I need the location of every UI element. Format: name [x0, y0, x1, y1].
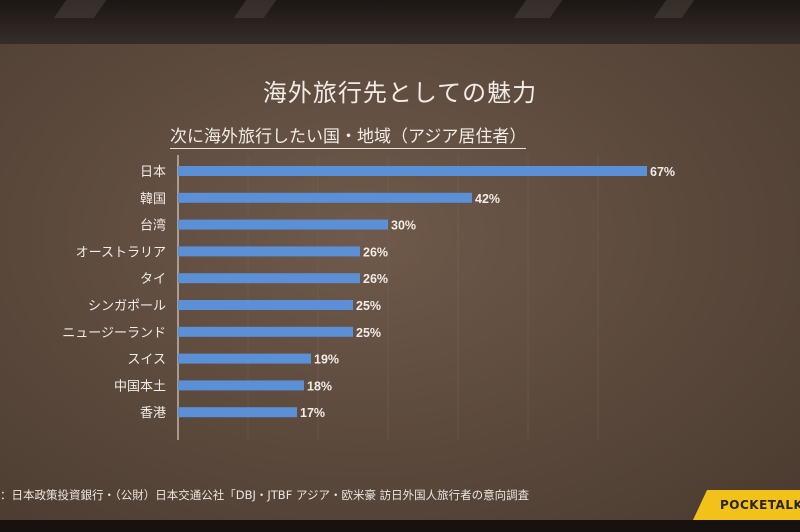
bar	[178, 246, 360, 257]
value-label: 26%	[363, 245, 388, 259]
category-label: オーストラリア	[76, 245, 166, 260]
bar	[178, 273, 360, 284]
value-label: 26%	[363, 272, 388, 286]
value-label: 42%	[475, 192, 500, 206]
value-label: 17%	[300, 406, 325, 420]
value-label: 25%	[356, 326, 381, 340]
bottom-bar	[0, 520, 800, 532]
projection-screen	[0, 44, 800, 524]
bar	[178, 407, 297, 418]
value-label: 18%	[307, 379, 332, 393]
category-label: 香港	[140, 406, 166, 421]
category-label: 日本	[140, 165, 166, 180]
source-note: ：日本政策投資銀行・（公財）日本交通公社「DBJ・JTBF アジア・欧米豪 訪日…	[0, 488, 530, 502]
value-label: 25%	[356, 299, 381, 313]
bar	[178, 353, 311, 364]
bar	[178, 380, 304, 391]
value-label: 19%	[314, 353, 339, 367]
bar	[178, 219, 388, 230]
bar	[178, 300, 353, 310]
category-label: タイ	[140, 272, 166, 287]
value-label: 30%	[391, 219, 416, 233]
bar	[178, 166, 647, 176]
value-label: 67%	[650, 165, 675, 179]
category-label: シンガポール	[88, 299, 166, 314]
bar	[178, 326, 353, 337]
chart-title: 次に海外旅行したい国・地域（アジア居住者）	[170, 122, 527, 149]
category-label: 韓国	[140, 192, 166, 207]
brand-logo: POCKETALK	[720, 498, 800, 512]
category-label: 台湾	[140, 218, 166, 234]
bar	[178, 192, 472, 203]
ceiling-background	[0, 0, 800, 52]
category-label: 中国本土	[114, 379, 166, 394]
category-label: スイス	[127, 353, 166, 368]
category-label: ニュージーランド	[62, 326, 166, 341]
slide-title: 海外旅行先としての魅力	[262, 79, 538, 107]
